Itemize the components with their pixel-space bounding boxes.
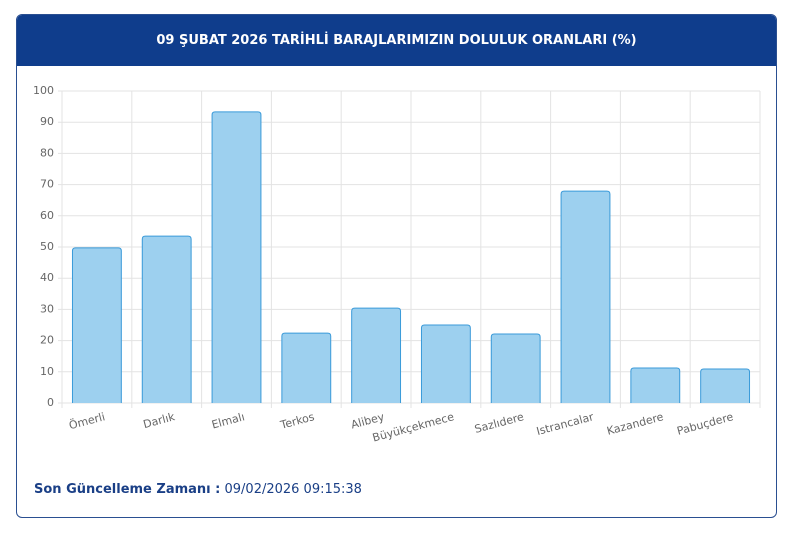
y-tick-label: 80: [40, 146, 54, 159]
bar: [700, 368, 751, 403]
x-tick-label: Ömerli: [68, 410, 107, 432]
footer-value: 09/02/2026 09:15:38: [224, 482, 362, 497]
y-tick-label: 10: [40, 365, 54, 378]
y-tick-label: 100: [33, 84, 54, 97]
x-tick-label: Istrancalar: [535, 410, 595, 438]
y-tick-label: 20: [40, 334, 54, 347]
y-tick-label: 30: [40, 302, 54, 315]
bar: [211, 111, 262, 403]
x-tick-label: Darlık: [142, 410, 177, 431]
bar: [420, 324, 471, 403]
x-tick-label: Elmalı: [210, 410, 246, 431]
card: 09 ŞUBAT 2026 TARİHLİ BARAJLARIMIZIN DOL…: [16, 14, 777, 518]
chart-title: 09 ŞUBAT 2026 TARİHLİ BARAJLARIMIZIN DOL…: [17, 15, 776, 66]
bar: [281, 332, 332, 403]
bar: [141, 235, 192, 403]
y-tick-label: 70: [40, 178, 54, 191]
bar: [630, 367, 681, 403]
bar: [351, 307, 402, 403]
bar: [560, 190, 611, 403]
y-tick-label: 60: [40, 209, 54, 222]
footer-label: Son Güncelleme Zamanı :: [34, 482, 221, 497]
x-tick-label: Sazlıdere: [473, 410, 525, 436]
bar: [71, 247, 122, 403]
y-tick-label: 90: [40, 115, 54, 128]
x-tick-label: Terkos: [278, 410, 316, 432]
x-tick-label: Alibey: [350, 410, 387, 431]
x-tick-label: Kazandere: [605, 410, 665, 438]
x-tick-label: Pabuçdere: [676, 410, 735, 438]
y-tick-label: 0: [47, 396, 54, 409]
y-tick-label: 50: [40, 240, 54, 253]
bar: [490, 333, 541, 403]
x-tick-label: Büyükçekmece: [371, 410, 456, 444]
footer: Son Güncelleme Zamanı : 09/02/2026 09:15…: [34, 482, 362, 497]
y-tick-label: 40: [40, 271, 54, 284]
